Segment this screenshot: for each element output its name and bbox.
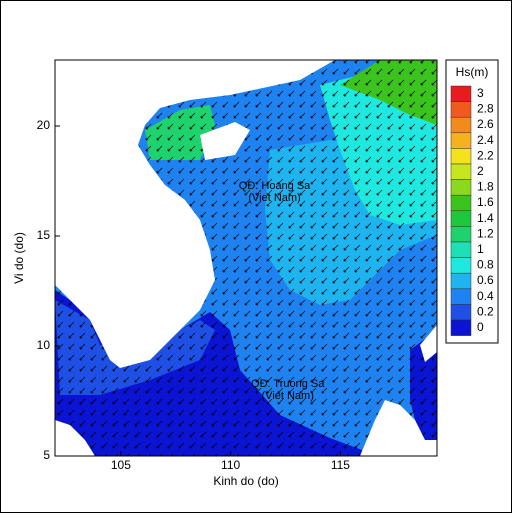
colorbar-label: 1.2 [477, 226, 494, 240]
colorbar-label: 1.6 [477, 195, 494, 209]
colorbar-swatch [450, 179, 472, 196]
colorbar-title: Hs(m) [456, 65, 489, 79]
colorbar-label: 0.8 [477, 258, 494, 272]
colorbar-swatch [450, 257, 472, 274]
colorbar-label: 3 [477, 86, 484, 100]
land [360, 400, 437, 456]
colorbar-swatch [450, 288, 472, 305]
land [200, 122, 250, 160]
colorbar-label: 0.2 [477, 304, 494, 318]
colorbar-label: 1 [477, 242, 484, 256]
y-tick-label: 5 [43, 448, 50, 462]
x-tick-label: 115 [331, 458, 350, 472]
colorbar-swatch [450, 304, 472, 321]
colorbar-swatch [450, 319, 472, 336]
colorbar-swatch [450, 148, 472, 165]
annotation: (Viet Nam) [262, 390, 314, 402]
colorbar-label: 2 [477, 164, 484, 178]
annotation: QĐ. Hoang Sa [239, 180, 311, 192]
colorbar-label: 2.2 [477, 148, 494, 162]
land [420, 325, 437, 362]
y-axis-label: Vi do (do) [12, 232, 26, 284]
land [55, 60, 335, 368]
land [55, 420, 95, 456]
colorbar-label: 0.6 [477, 273, 494, 287]
y-tick-label: 15 [37, 228, 51, 242]
colorbar-label: 1.8 [477, 180, 494, 194]
colorbar-swatch [450, 194, 472, 212]
x-axis-label: Kinh do (do) [213, 474, 278, 488]
y-tick-label: 10 [37, 338, 51, 352]
colorbar-swatch [450, 226, 472, 243]
colorbar-swatch [450, 241, 472, 258]
colorbar-swatch [450, 163, 472, 180]
x-tick-label: 110 [221, 458, 240, 472]
colorbar-label: 0.4 [477, 289, 494, 303]
colorbar-label: 2.4 [477, 133, 494, 147]
colorbar-swatch [450, 210, 472, 227]
colorbar-swatch [450, 101, 472, 118]
colorbar-label: 1.4 [477, 211, 494, 225]
colorbar-label: 2.8 [477, 102, 494, 116]
annotation: (Viet Nam) [248, 192, 300, 204]
colorbar-label: 0 [477, 320, 484, 334]
plot-frame [54, 59, 438, 457]
colorbar-swatch [450, 272, 472, 290]
colorbar-swatch [450, 116, 472, 134]
y-tick-label: 20 [37, 118, 51, 132]
colorbar-label: 2.6 [477, 117, 494, 131]
x-tick-label: 105 [111, 458, 131, 472]
colorbar-swatch [450, 85, 472, 102]
colorbar-swatch [450, 132, 472, 149]
map [55, 60, 437, 456]
annotation: QĐ. Truong Sa [251, 378, 325, 390]
